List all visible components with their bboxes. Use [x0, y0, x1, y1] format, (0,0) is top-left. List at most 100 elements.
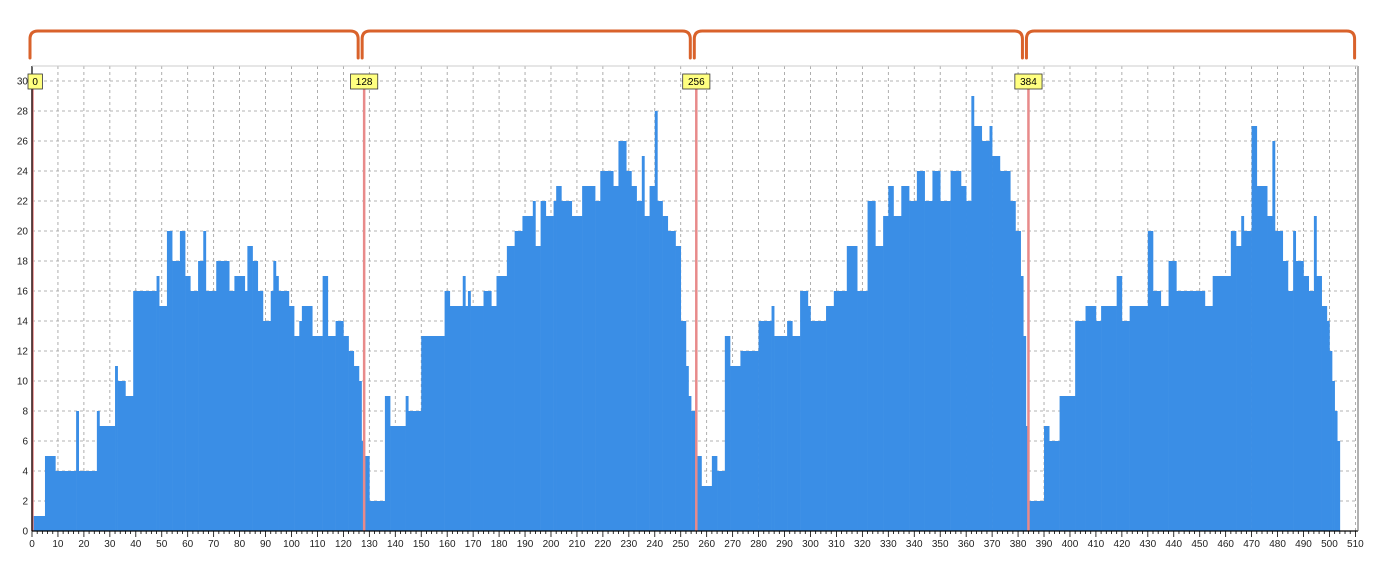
bar-44: [358, 381, 362, 531]
x-tick-label: 220: [595, 539, 612, 550]
histogram-bars: [32, 96, 1341, 531]
bar-70: [553, 201, 557, 531]
bar-160: [1204, 306, 1213, 531]
bar-179: [1321, 306, 1328, 531]
bar-63: [506, 246, 515, 531]
x-tick-label: 440: [1165, 539, 1182, 550]
x-tick-label: 130: [361, 539, 378, 550]
x-tick-label: 350: [932, 539, 949, 550]
bar-10: [133, 291, 157, 531]
bar-81: [636, 201, 643, 531]
x-tick-label: 40: [130, 539, 142, 550]
bar-108: [810, 321, 827, 531]
bar-175: [1303, 276, 1309, 531]
bar-162: [1230, 231, 1237, 531]
bar-69: [545, 216, 554, 531]
bar-125: [955, 171, 962, 531]
bar-159: [1194, 291, 1206, 531]
bar-64: [514, 231, 523, 531]
marker-label-128: 128: [356, 77, 373, 88]
bar-86: [657, 201, 663, 531]
x-tick-label: 160: [439, 539, 456, 550]
bar-123: [940, 201, 951, 531]
bar-21: [216, 261, 230, 531]
x-tick-label: 80: [234, 539, 246, 550]
bracket-1: [360, 29, 692, 60]
x-tick-label: 70: [208, 539, 220, 550]
x-tick-label: 390: [1036, 539, 1053, 550]
bar-170: [1274, 231, 1284, 531]
bar-96: [711, 456, 718, 531]
x-tick-label: 150: [413, 539, 430, 550]
bar-36: [301, 306, 313, 531]
x-tick-label: 380: [1010, 539, 1027, 550]
bar-20: [205, 291, 217, 531]
bar-124: [950, 171, 957, 531]
x-tick-label: 210: [569, 539, 586, 550]
bar-104: [787, 321, 793, 531]
x-tick-label: 330: [880, 539, 897, 550]
bar-116: [888, 186, 894, 531]
x-tick-label: 470: [1243, 539, 1260, 550]
bar-68: [540, 201, 547, 531]
bar-54: [444, 291, 451, 531]
bar-167: [1256, 186, 1268, 531]
bar-145: [1085, 306, 1097, 531]
bar-143: [1062, 396, 1076, 531]
y-tick-label: 16: [17, 287, 29, 298]
bar-47: [369, 501, 386, 531]
x-tick-label: 190: [517, 539, 534, 550]
bar-90: [680, 321, 687, 531]
bar-94: [696, 456, 702, 531]
bar-106: [800, 291, 809, 531]
x-tick-label: 170: [465, 539, 482, 550]
bar-2: [55, 471, 77, 531]
bracket-3: [1024, 29, 1357, 60]
bar-40: [335, 321, 344, 531]
y-tick-label: 26: [17, 137, 29, 148]
x-axis-ticks: 0 10 20 30 40 50 60 70 80 90 100 110 120 130 140 150 160…: [29, 539, 1364, 550]
bar-100: [740, 351, 759, 531]
bar-112: [857, 291, 868, 531]
bar-137: [1023, 336, 1027, 531]
bar-117: [893, 216, 902, 531]
bar-177: [1313, 216, 1317, 531]
bar-101: [758, 321, 772, 531]
x-tick-label: 60: [182, 539, 194, 550]
bar-111: [846, 246, 858, 531]
bar-135: [1015, 231, 1021, 531]
y-tick-label: 28: [17, 107, 29, 118]
bar-107: [807, 306, 811, 531]
bar-7: [115, 366, 118, 531]
bar-50: [405, 396, 409, 531]
bar-136: [1020, 276, 1024, 531]
x-tick-label: 310: [828, 539, 845, 550]
bar-103: [774, 336, 788, 531]
bar-3: [76, 411, 80, 531]
bar-19: [203, 231, 207, 531]
y-tick-label: 4: [22, 467, 28, 478]
x-tick-label: 90: [260, 539, 272, 550]
bar-95: [701, 486, 713, 531]
bar-17: [190, 291, 199, 531]
bar-148: [1106, 306, 1117, 531]
bar-16: [185, 276, 191, 531]
x-tick-label: 370: [984, 539, 1001, 550]
bar-56: [462, 276, 466, 531]
bar-58: [467, 291, 471, 531]
marker-labels: 0 128 256 384: [27, 73, 1043, 90]
x-tick-label: 450: [1191, 539, 1208, 550]
bar-169: [1272, 141, 1276, 531]
bar-65: [522, 216, 534, 531]
bar-180: [1326, 321, 1330, 531]
bar-4: [78, 471, 98, 531]
bar-173: [1293, 231, 1297, 531]
x-tick-label: 140: [387, 539, 404, 550]
x-tick-label: 120: [335, 539, 352, 550]
bar-146: [1095, 321, 1102, 531]
bar-129: [973, 126, 983, 531]
bar-99: [730, 366, 741, 531]
bar-55: [449, 306, 464, 531]
x-tick-label: 400: [1062, 539, 1079, 550]
